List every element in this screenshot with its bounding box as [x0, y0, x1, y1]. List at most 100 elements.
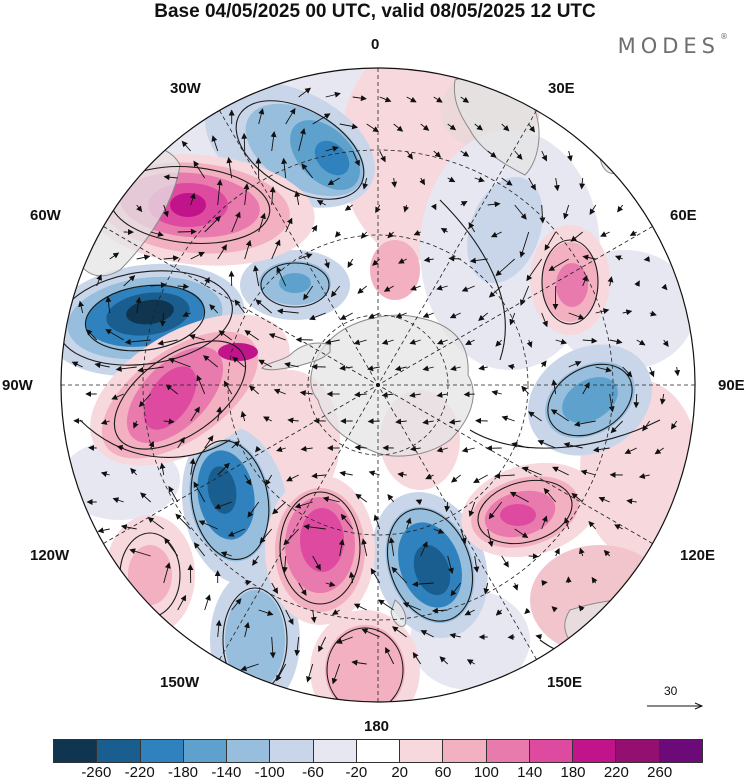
wind-arrow [253, 265, 260, 287]
wind-arrow [450, 582, 462, 597]
wind-arrow [617, 204, 624, 213]
wind-arrow [234, 299, 246, 314]
wind-arrow [550, 409, 569, 422]
wind-arrow [339, 364, 353, 371]
wind-arrow [433, 96, 443, 103]
wind-arrow [447, 123, 457, 131]
colorbar-swatch [573, 740, 617, 762]
wind-arrow [580, 469, 596, 476]
wind-arrow [255, 445, 262, 453]
wind-arrow [509, 491, 529, 503]
wind-arrow [177, 228, 197, 235]
wind-arrow [501, 415, 515, 422]
wind-arrow [543, 487, 557, 503]
wind-arrow [312, 113, 331, 125]
colorbar-tick-label: 20 [391, 764, 408, 781]
wind-arrow [548, 258, 569, 271]
wind-arrow [461, 446, 475, 453]
wind-arrow [566, 150, 573, 162]
wind-arrow [271, 239, 281, 260]
wind-arrow [339, 312, 353, 320]
colorbar-tick-label: -60 [302, 764, 324, 781]
wind-arrow [662, 339, 669, 348]
wind-arrow [568, 312, 585, 320]
wind-arrow [97, 527, 110, 534]
wind-arrow [361, 538, 368, 557]
colorbar-swatch [443, 740, 487, 762]
wind-arrow [622, 366, 633, 378]
lon-label-30w: 30W [170, 80, 201, 97]
wind-arrow [468, 222, 476, 233]
wind-arrow [109, 252, 120, 260]
wind-arrow [436, 391, 448, 398]
wind-arrow [379, 150, 386, 163]
wind-arrow [642, 420, 651, 432]
wind-arrow [391, 177, 398, 188]
wind-arrow [478, 364, 488, 371]
wind-arrow [415, 499, 423, 505]
wind-arrow [552, 466, 569, 476]
wind-arrow [501, 555, 509, 568]
wind-arrow [163, 174, 178, 181]
wind-arrow [217, 462, 230, 476]
wind-arrow [344, 204, 353, 211]
wind-arrow [413, 229, 421, 236]
wind-arrow [231, 211, 241, 233]
wind-arrow [133, 420, 139, 429]
modes-logo: MODES® [617, 32, 728, 58]
colorbar-swatch [270, 740, 314, 762]
wind-arrow [661, 283, 668, 291]
wind-arrow [563, 517, 570, 530]
wind-arrow [638, 473, 650, 479]
wind-arrow [159, 312, 166, 327]
wind-arrow [563, 442, 583, 449]
colorbar-tick-label: 220 [603, 764, 629, 781]
wind-arrow [474, 123, 483, 131]
wind-arrow [378, 599, 394, 611]
wind-arrow [636, 339, 646, 346]
wind-arrow [150, 282, 167, 289]
wind-arrow [258, 108, 265, 125]
wind-arrow [381, 339, 394, 345]
wind-arrow [468, 501, 476, 517]
wind-arrow [391, 566, 408, 584]
wind-arrow [579, 177, 586, 190]
wind-arrow [563, 204, 570, 220]
wind-arrow [243, 183, 250, 206]
wind-arrow [447, 176, 456, 183]
wind-arrow [423, 256, 434, 263]
colorbar-tick-label: -100 [254, 764, 285, 781]
wind-arrow [137, 366, 164, 373]
wind-arrow [514, 204, 527, 220]
wind-arrow [163, 418, 175, 425]
wind-arrow [355, 493, 367, 503]
wind-arrow [372, 258, 381, 266]
wind-arrow [301, 163, 314, 179]
wind-arrow [439, 656, 449, 665]
wind-arrow [298, 87, 312, 98]
brand-text: MODES [617, 34, 720, 58]
wind-arrow [177, 594, 187, 611]
wind-arrow [595, 308, 610, 315]
lon-label-60e: 60E [670, 207, 697, 224]
wind-arrow [387, 494, 395, 503]
wind-arrow [388, 537, 395, 557]
wind-arrow [306, 663, 314, 683]
wind-arrow [318, 636, 327, 653]
colorbar-tick-label: -220 [124, 764, 155, 781]
wind-arrow [598, 496, 610, 503]
wind-arrow [204, 276, 210, 287]
wind-arrow [285, 609, 294, 625]
wind-arrow [96, 274, 102, 287]
wind-arrow [294, 501, 313, 509]
wind-arrow [402, 602, 421, 611]
wind-arrow [555, 338, 568, 345]
wind-arrow [71, 361, 83, 368]
wind-arrow [460, 200, 468, 207]
wind-arrow [528, 123, 535, 133]
wind-arrow [209, 304, 219, 314]
wind-arrow [78, 300, 85, 314]
wind-arrow [281, 555, 288, 574]
wind-arrow [526, 258, 543, 282]
wind-arrow [268, 333, 286, 341]
